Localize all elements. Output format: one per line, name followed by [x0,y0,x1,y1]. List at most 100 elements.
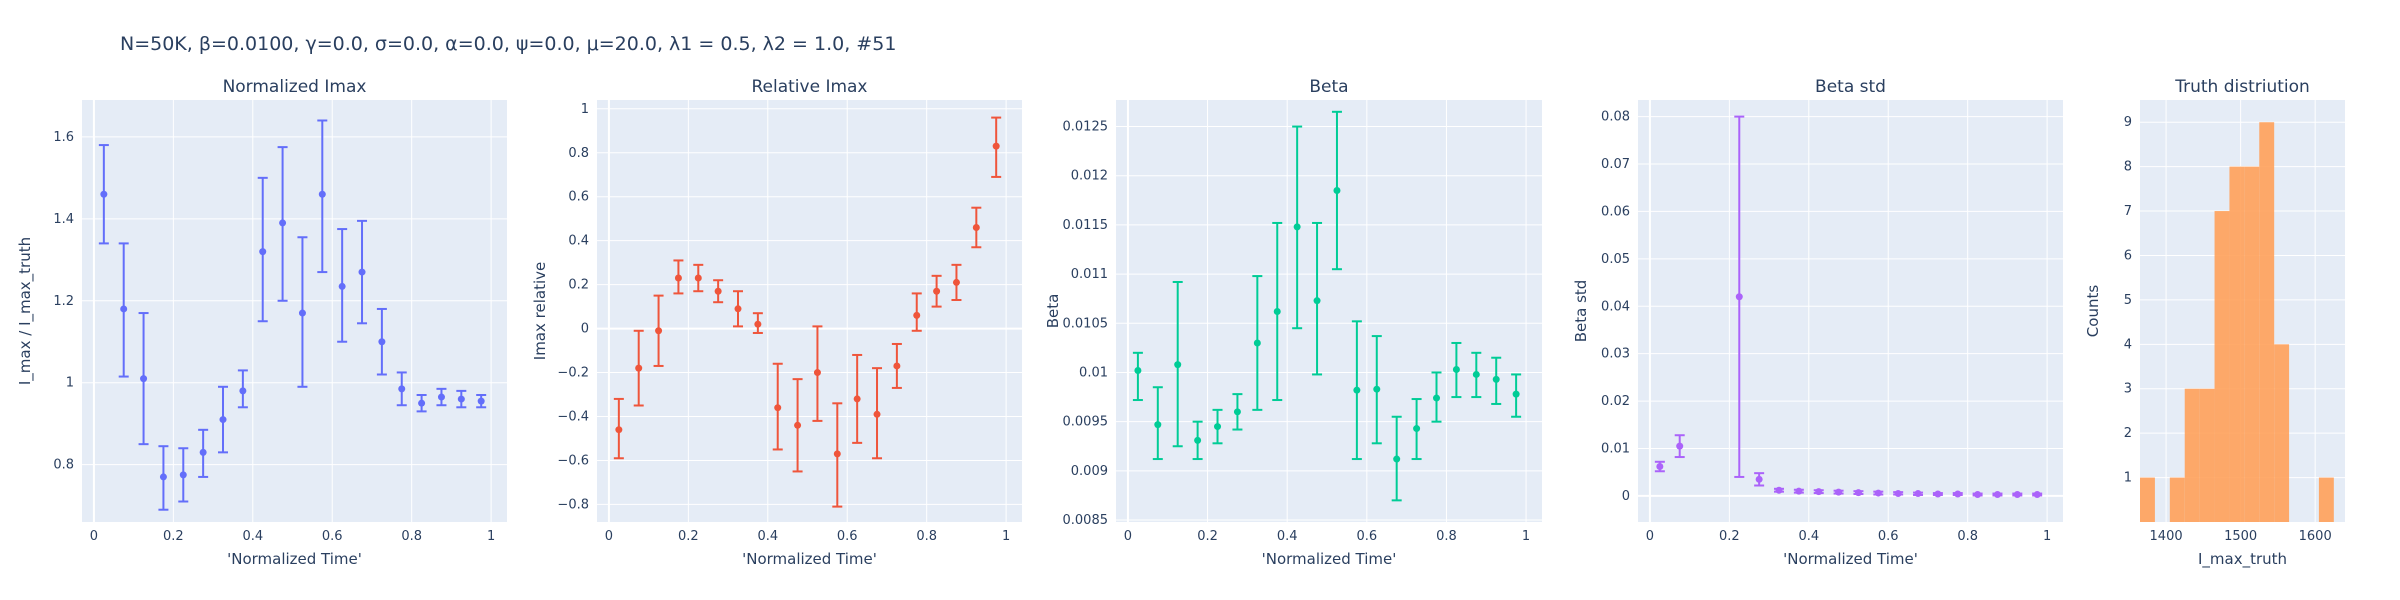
chart0-point-9 [279,219,287,227]
chart0-y-axis-label: I_max / I_max_truth [16,237,35,385]
figure-suptitle: N=50K, β=0.0100, γ=0.0, σ=0.0, α=0.0, ψ=… [120,33,896,55]
chart2-point-16 [1452,366,1460,374]
chart4-y-tick-label-3: 4 [2124,337,2132,352]
chart0-point-11 [318,190,326,198]
chart2-plot-background [1116,100,1542,522]
chart0-x-tick-label-5: 1 [487,529,495,544]
chart3-x-axis-label: 'Normalized Time' [1783,550,1918,568]
chart1-y-tick-label-8: 0.8 [568,146,589,161]
chart2-point-19 [1512,390,1520,398]
chart3-x-tick-label-0: 0 [1646,529,1654,544]
chart4-bar-12 [2318,477,2334,522]
chart4-y-tick-label-5: 6 [2124,248,2132,263]
chart0-point-16 [418,399,426,407]
chart1-x-tick-label-5: 1 [1002,529,1010,544]
chart4-x-tick-label-0: 1400 [2150,529,2183,544]
chart1-x-tick-label-3: 0.6 [837,529,858,544]
chart3-point-2 [1735,293,1743,301]
chart1-point-7 [754,320,762,328]
chart2-y-tick-label-5: 0.011 [1071,267,1108,282]
chart3-point-7 [1835,488,1843,496]
chart1-y-axis-label: Imax relative [531,262,549,360]
chart4-y-tick-label-1: 2 [2124,426,2132,441]
chart3-point-12 [1934,490,1942,498]
chart3-point-15 [1993,490,2001,498]
chart0-x-tick-label-4: 0.8 [401,529,422,544]
chart1-point-17 [952,278,960,286]
chart4-bar-3 [2184,388,2200,522]
chart2-y-axis-label: Beta [1044,294,1062,329]
chart3-y-tick-label-2: 0.02 [1601,394,1630,409]
chart4-y-tick-label-7: 8 [2124,160,2132,175]
chart1-point-18 [972,223,980,231]
chart1-point-14 [893,362,901,370]
chart3-plot-background [1638,100,2063,522]
chart3-point-10 [1894,490,1902,498]
chart4-x-tick-label-1: 1500 [2224,529,2257,544]
chart3-title: Beta std [1815,77,1886,97]
chart0-point-3 [159,473,167,481]
chart2-x-tick-label-4: 0.8 [1436,529,1457,544]
chart2-point-10 [1333,186,1341,194]
chart1-plot-background [597,100,1022,522]
chart2-y-tick-label-1: 0.009 [1071,464,1108,479]
chart0-point-2 [140,375,148,383]
chart3-y-tick-label-5: 0.05 [1601,252,1630,267]
chart4-y-tick-label-2: 3 [2124,382,2132,397]
chart1-point-16 [933,287,941,295]
chart0-y-tick-label-4: 1.6 [53,130,74,145]
chart1-point-19 [992,142,1000,150]
chart0-x-axis-label: 'Normalized Time' [227,550,362,568]
chart2-y-tick-label-6: 0.0115 [1063,218,1109,233]
chart4-bar-5 [2214,211,2230,523]
chart2-point-0 [1134,367,1142,375]
chart1-y-tick-label-9: 1 [581,102,589,117]
chart0-title: Normalized Imax [223,77,367,97]
chart3-point-4 [1775,486,1783,494]
chart2-point-1 [1154,421,1162,429]
chart3-y-tick-label-8: 0.08 [1601,110,1630,125]
chart1-point-9 [794,421,802,429]
chart2-point-8 [1293,223,1301,231]
chart0-point-10 [298,309,306,317]
chart2-title: Beta [1309,77,1348,97]
chart1-point-13 [873,410,881,418]
chart1-x-axis-label: 'Normalized Time' [742,550,877,568]
panel-beta: 0 0.2 0.4 0.6 0.8 1 0.0085 0.009 0.0095 0.01 0.010… [1044,77,1542,568]
chart1-x-tick-label-4: 0.8 [916,529,937,544]
chart0-x-tick-label-2: 0.4 [242,529,263,544]
chart0-x-tick-label-1: 0.2 [163,529,184,544]
chart1-y-tick-label-2: −0.4 [557,410,589,425]
chart3-x-tick-label-5: 1 [2043,529,2051,544]
chart4-y-tick-label-0: 1 [2124,471,2132,486]
chart3-y-tick-label-1: 0.01 [1601,442,1630,457]
chart2-y-tick-label-4: 0.0105 [1063,316,1109,331]
chart2-point-4 [1214,423,1222,431]
chart1-point-8 [774,404,782,412]
panel-normalized-imax: 0 0.2 0.4 0.6 0.8 1 0.8 1 1.2 1.4 1.6 Normalized Im… [16,77,507,568]
chart0-point-13 [358,268,366,276]
chart0-point-0 [100,190,108,198]
chart1-x-tick-label-1: 0.2 [678,529,699,544]
chart1-point-10 [813,369,821,377]
chart1-point-4 [694,274,702,282]
chart2-x-tick-label-1: 0.2 [1197,529,1218,544]
chart4-bar-8 [2259,122,2275,523]
chart1-point-15 [913,311,921,319]
chart3-point-9 [1874,489,1882,497]
chart0-y-tick-label-2: 1.2 [53,294,74,309]
chart4-y-tick-label-4: 5 [2124,293,2132,308]
chart0-x-tick-label-3: 0.6 [322,529,343,544]
chart2-x-tick-label-2: 0.4 [1277,529,1298,544]
chart0-point-14 [378,338,386,346]
chart2-y-tick-label-3: 0.01 [1079,365,1108,380]
chart2-point-15 [1432,394,1440,402]
chart1-y-tick-label-4: 0 [581,322,589,337]
chart4-bar-6 [2229,166,2245,522]
chart2-point-17 [1472,370,1480,378]
chart0-point-17 [437,393,445,401]
chart2-x-axis-label: 'Normalized Time' [1262,550,1397,568]
chart2-point-13 [1393,455,1401,463]
chart1-point-11 [833,450,841,458]
chart1-point-5 [714,287,722,295]
